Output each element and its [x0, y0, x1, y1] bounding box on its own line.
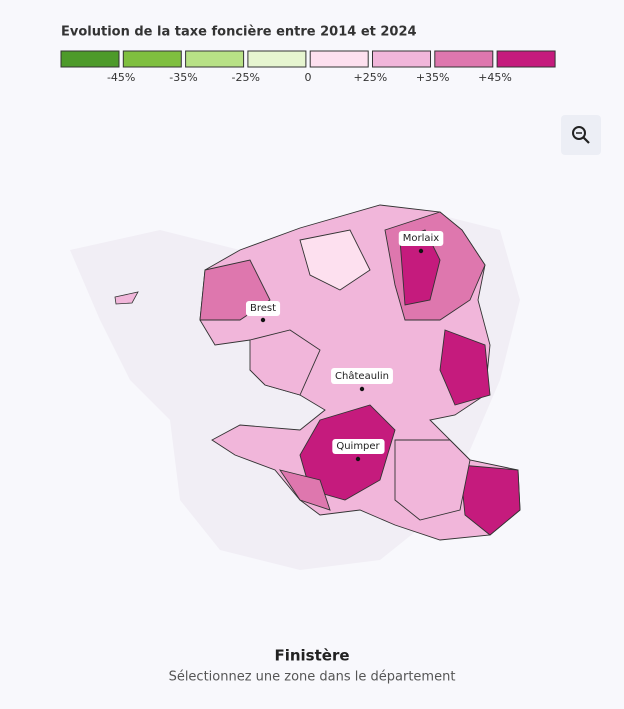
- city-marker: Châteaulin: [331, 368, 393, 392]
- legend-swatch: [496, 50, 556, 68]
- city-label-bg: [398, 231, 444, 246]
- legend-swatch: [122, 50, 182, 68]
- city-dot: [359, 386, 365, 392]
- legend-swatch: [309, 50, 369, 68]
- legend-label: -25%: [232, 71, 260, 84]
- legend-label: -35%: [169, 71, 197, 84]
- legend-label: +25%: [354, 71, 388, 84]
- legend-swatch: [247, 50, 307, 68]
- legend-swatch: [185, 50, 245, 68]
- legend-label: +45%: [478, 71, 512, 84]
- city-label-bg: [332, 439, 385, 454]
- city-label: Morlaix: [403, 233, 440, 244]
- island: [114, 291, 139, 305]
- legend-swatch: [372, 50, 431, 68]
- city-marker: Morlaix: [398, 231, 444, 254]
- legend-title: Evolution de la taxe foncière entre 2014…: [61, 25, 417, 40]
- city-dot: [355, 456, 361, 462]
- city-label-bg: [331, 368, 393, 384]
- legend-swatch: [434, 50, 494, 68]
- city-label: Brest: [250, 303, 276, 314]
- city-label-bg: [245, 301, 281, 316]
- legend-label: -45%: [107, 71, 135, 84]
- legend: -45% -35% -25% 0 +25% +35% +45%: [60, 50, 556, 84]
- footer-title: Finistère: [274, 647, 349, 665]
- legend-swatch: [60, 50, 120, 68]
- zoom-button[interactable]: [561, 115, 601, 155]
- city-label: Châteaulin: [335, 370, 389, 382]
- legend-label: 0: [305, 71, 312, 84]
- city-dot: [418, 248, 424, 254]
- footer-subtitle: Sélectionnez une zone dans le départemen…: [169, 670, 456, 685]
- city-marker: Brest: [245, 301, 281, 323]
- legend-label: +35%: [416, 71, 450, 84]
- city-label: Quimper: [336, 441, 380, 452]
- city-dot: [260, 317, 266, 323]
- city-marker: Quimper: [332, 439, 385, 462]
